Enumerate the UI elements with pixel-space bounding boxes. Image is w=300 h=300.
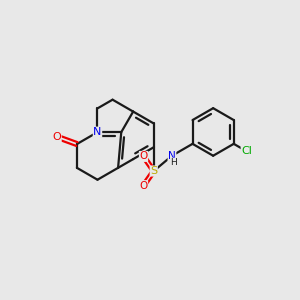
Text: Cl: Cl (241, 146, 252, 156)
Text: S: S (150, 166, 157, 176)
Text: N: N (93, 127, 102, 137)
Text: O: O (140, 152, 148, 161)
Text: N: N (168, 151, 176, 161)
Text: H: H (171, 158, 177, 167)
Text: O: O (140, 181, 148, 190)
Text: O: O (52, 132, 61, 142)
